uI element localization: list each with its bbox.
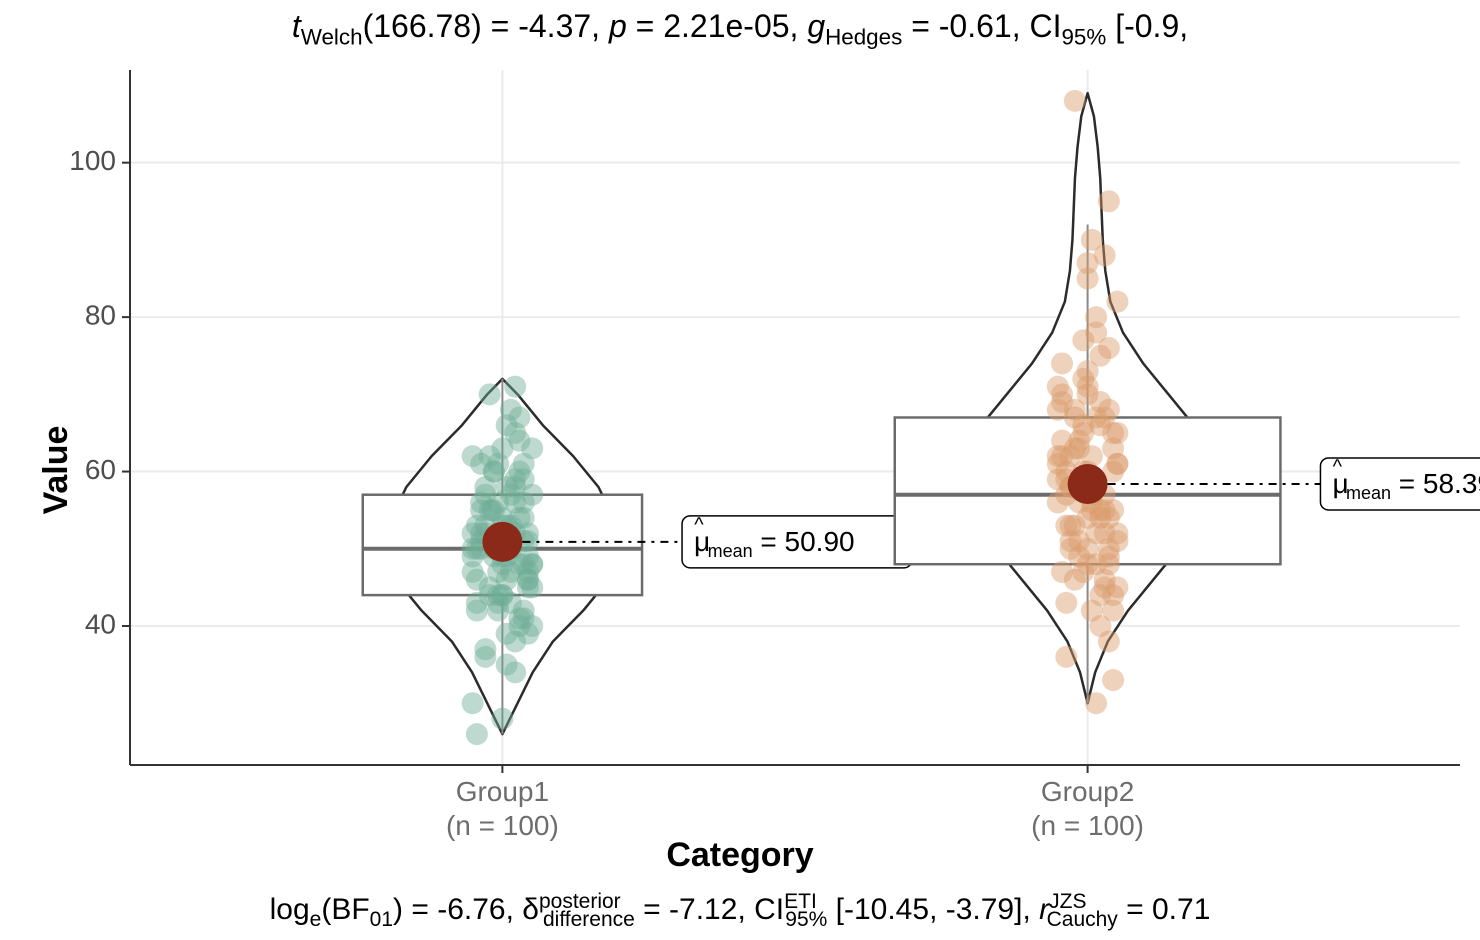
data-point [1085, 322, 1107, 344]
data-point [1089, 391, 1111, 413]
data-point [1051, 352, 1073, 374]
data-point [483, 499, 505, 521]
data-point [1106, 453, 1128, 475]
data-point [491, 708, 513, 730]
data-point [474, 638, 496, 660]
data-point [1068, 530, 1090, 552]
data-point [1064, 90, 1086, 112]
data-point [1085, 692, 1107, 714]
data-point [1085, 553, 1107, 575]
x-tick-label: Group1 [456, 776, 549, 807]
data-point [517, 623, 539, 645]
data-point [513, 453, 535, 475]
data-point [1106, 291, 1128, 313]
data-point [1047, 399, 1069, 421]
data-point [517, 576, 539, 598]
data-point [1072, 422, 1094, 444]
y-tick-label: 60 [85, 454, 116, 485]
data-point [1098, 630, 1120, 652]
data-point [496, 654, 518, 676]
mean-point [1068, 464, 1108, 504]
data-point [1055, 646, 1077, 668]
data-point [466, 723, 488, 745]
plot-panel: 406080100μ^mean = 50.90Group1(n = 100)μ^… [0, 0, 1480, 940]
data-point [508, 407, 530, 429]
stats-comparison-chart: tWelch(166.78) = -4.37, p = 2.21e-05, ^g… [0, 0, 1480, 940]
mean-point [482, 522, 522, 562]
data-point [462, 445, 484, 467]
data-point [1055, 592, 1077, 614]
data-point [1060, 445, 1082, 467]
data-point [487, 592, 509, 614]
y-tick-label: 80 [85, 300, 116, 331]
x-tick-label: Group2 [1041, 776, 1134, 807]
chart-caption-stats: loge(BF01) = -6.76, ^δposteriordifferenc… [0, 890, 1480, 932]
chart-title-stats: tWelch(166.78) = -4.37, p = 2.21e-05, ^g… [0, 8, 1480, 50]
data-point [1064, 569, 1086, 591]
y-axis-label: Value [37, 426, 76, 515]
data-point [1089, 584, 1111, 606]
y-tick-label: 100 [69, 145, 116, 176]
data-point [1106, 522, 1128, 544]
data-point [504, 376, 526, 398]
data-point [1098, 190, 1120, 212]
data-point [1077, 252, 1099, 274]
data-point [504, 491, 526, 513]
data-point [1081, 229, 1103, 251]
y-tick-label: 40 [85, 608, 116, 639]
x-axis-label: Category [0, 836, 1480, 875]
data-point [1102, 669, 1124, 691]
data-point [479, 383, 501, 405]
data-point [462, 692, 484, 714]
data-point [483, 461, 505, 483]
